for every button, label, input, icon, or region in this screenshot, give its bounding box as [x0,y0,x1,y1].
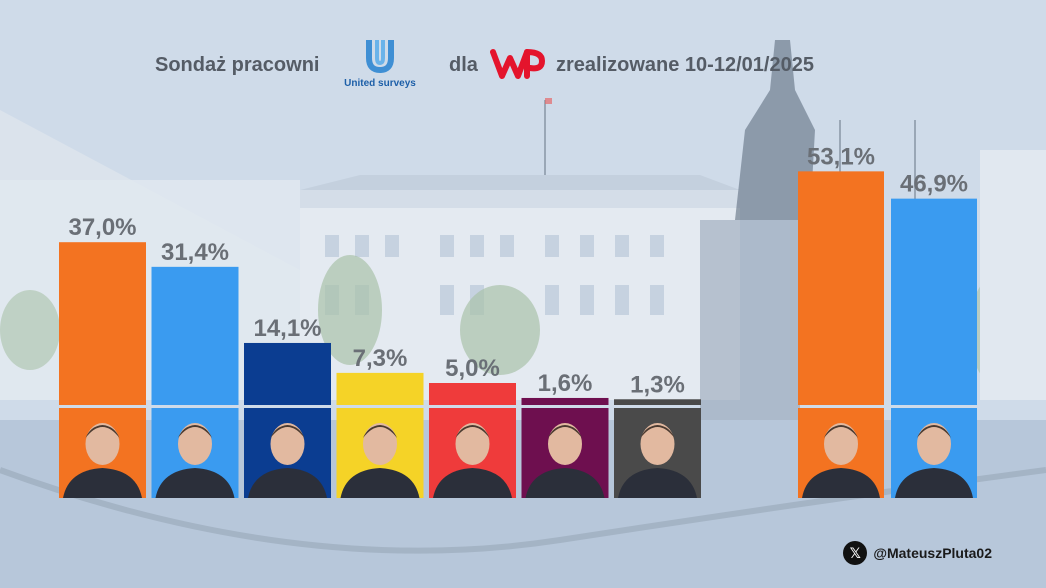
value-label-2-1: 53,1% [807,143,875,170]
united-surveys-text: United surveys [344,78,416,89]
portrait-body-1-2 [155,468,235,498]
portrait-head-1-1 [85,423,120,465]
bar-1-4 [336,372,424,405]
bar-1-2 [151,266,239,405]
portrait-head-1-5 [455,423,490,465]
value-label-1-3: 14,1% [253,315,321,342]
portrait-body-1-4 [340,468,420,498]
portrait-head-1-6 [548,423,582,465]
x-logo-icon: 𝕏 [843,541,868,565]
bar-2-1 [798,171,884,405]
portrait-hair-1-3 [270,425,305,438]
portrait-head-2-2 [917,423,951,465]
chart-group-1: 37,0% 31,4% 14,1% 7,3% 5,0% 1,6% 1,3% [59,214,701,498]
header-prefix: Sondaż pracowni [155,54,320,76]
portrait-head-2-1 [824,423,858,465]
bar-2-2 [891,198,977,405]
header-middle: dla [449,54,478,76]
wp-logo-icon [490,49,545,79]
social-handle: 𝕏 @MateuszPluta02 [843,541,992,565]
bar-1-6 [521,397,609,405]
portrait-hair-1-1 [85,425,120,438]
portrait-hair-1-6 [548,425,582,438]
header-period: zrealizowane 10-12/01/2025 [556,54,814,76]
portrait-head-1-7 [640,423,675,465]
portrait-body-1-3 [248,468,327,498]
value-label-1-5: 5,0% [445,355,500,382]
portrait-hair-1-4 [363,425,397,438]
portrait-body-1-6 [525,468,605,498]
portrait-hair-2-2 [917,425,951,438]
portrait-body-1-7 [618,468,697,498]
value-label-1-4: 7,3% [353,345,408,372]
chart-group-2: 53,1% 46,9% [798,143,977,498]
bar-1-3 [244,342,331,405]
bar-1-5 [429,383,516,405]
value-label-2-2: 46,9% [900,171,968,198]
handle-text: @MateuszPluta02 [873,545,992,561]
value-label-1-1: 37,0% [68,214,136,241]
value-label-1-7: 1,3% [630,371,685,398]
bar-1-7 [614,399,701,405]
portrait-hair-1-2 [178,425,212,438]
value-label-1-2: 31,4% [161,239,229,266]
portrait-head-1-2 [178,423,212,465]
portrait-head-1-4 [363,423,397,465]
portrait-body-2-1 [802,468,880,498]
portrait-body-1-5 [433,468,512,498]
portrait-head-1-3 [270,423,305,465]
portrait-hair-2-1 [824,425,858,438]
portrait-body-1-1 [63,468,142,498]
value-label-1-6: 1,6% [538,370,593,397]
portrait-hair-1-7 [640,425,675,438]
bar-1-1 [59,242,146,405]
portrait-hair-1-5 [455,425,490,438]
portrait-body-2-2 [895,468,973,498]
header: Sondaż pracowni United surveys dla zreal… [0,38,1046,98]
united-surveys-logo: United surveys [340,38,420,94]
united-surveys-icon [366,40,394,74]
